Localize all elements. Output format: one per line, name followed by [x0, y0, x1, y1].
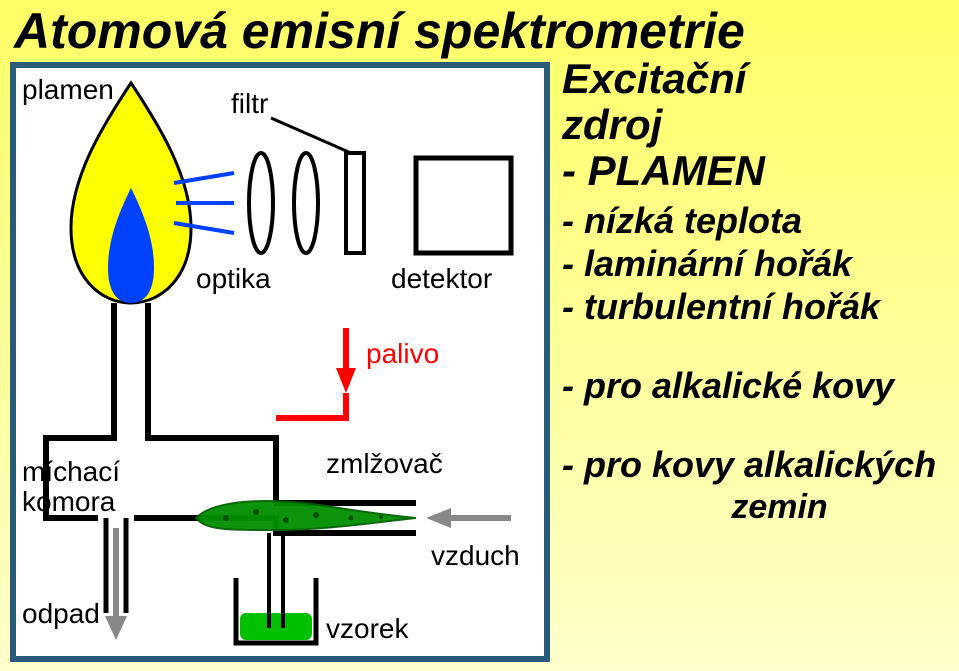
cloud-dot-icon	[283, 517, 289, 523]
label-plamen: plamen	[22, 74, 114, 106]
right-line-9: zemin	[562, 487, 957, 528]
label-michaci2: komora	[22, 486, 115, 518]
right-line-6: - turbulentní hořák	[562, 285, 957, 328]
page-title: Atomová emisní spektrometrie	[14, 2, 745, 60]
cloud-dot-icon	[313, 512, 319, 518]
label-filtr: filtr	[231, 88, 268, 120]
label-zmlzovac: zmlžovač	[326, 448, 443, 480]
label-vzduch: vzduch	[431, 540, 520, 572]
diagram-frame: plamen filtr optika detektor palivo zmlž…	[10, 62, 550, 662]
palivo-line-icon	[276, 393, 346, 418]
label-detektor: detektor	[391, 263, 492, 295]
lens-icon	[249, 153, 273, 253]
right-text-block: Excitační zdroj - PLAMEN - nízká teplota…	[562, 56, 957, 527]
palivo-arrowhead-icon	[336, 368, 356, 393]
cloud-dot-icon	[223, 515, 229, 521]
right-line-4: - nízká teplota	[562, 199, 957, 242]
right-line-1: Excitační	[562, 56, 957, 102]
lens-icon	[294, 153, 318, 253]
drain-arrowhead-icon	[105, 616, 127, 640]
filter-icon	[346, 153, 364, 253]
right-line-5: - laminární hořák	[562, 242, 957, 285]
air-arrowhead-icon	[426, 508, 451, 528]
right-line-7: - pro alkalické kovy	[562, 364, 957, 407]
right-line-2: zdroj	[562, 102, 957, 148]
label-optika: optika	[196, 263, 271, 295]
detector-icon	[416, 158, 511, 253]
cloud-dot-icon	[253, 509, 259, 515]
label-palivo: palivo	[366, 338, 439, 370]
sample-liquid-icon	[240, 613, 312, 640]
right-line-3: - PLAMEN	[562, 148, 957, 194]
label-michaci1: míchací	[22, 456, 120, 488]
cloud-dot-icon	[349, 516, 354, 521]
label-vzorek: vzorek	[326, 613, 408, 645]
right-line-8: - pro kovy alkalických	[562, 443, 957, 486]
label-odpad: odpad	[22, 598, 100, 630]
cloud-dot-icon	[379, 515, 383, 519]
